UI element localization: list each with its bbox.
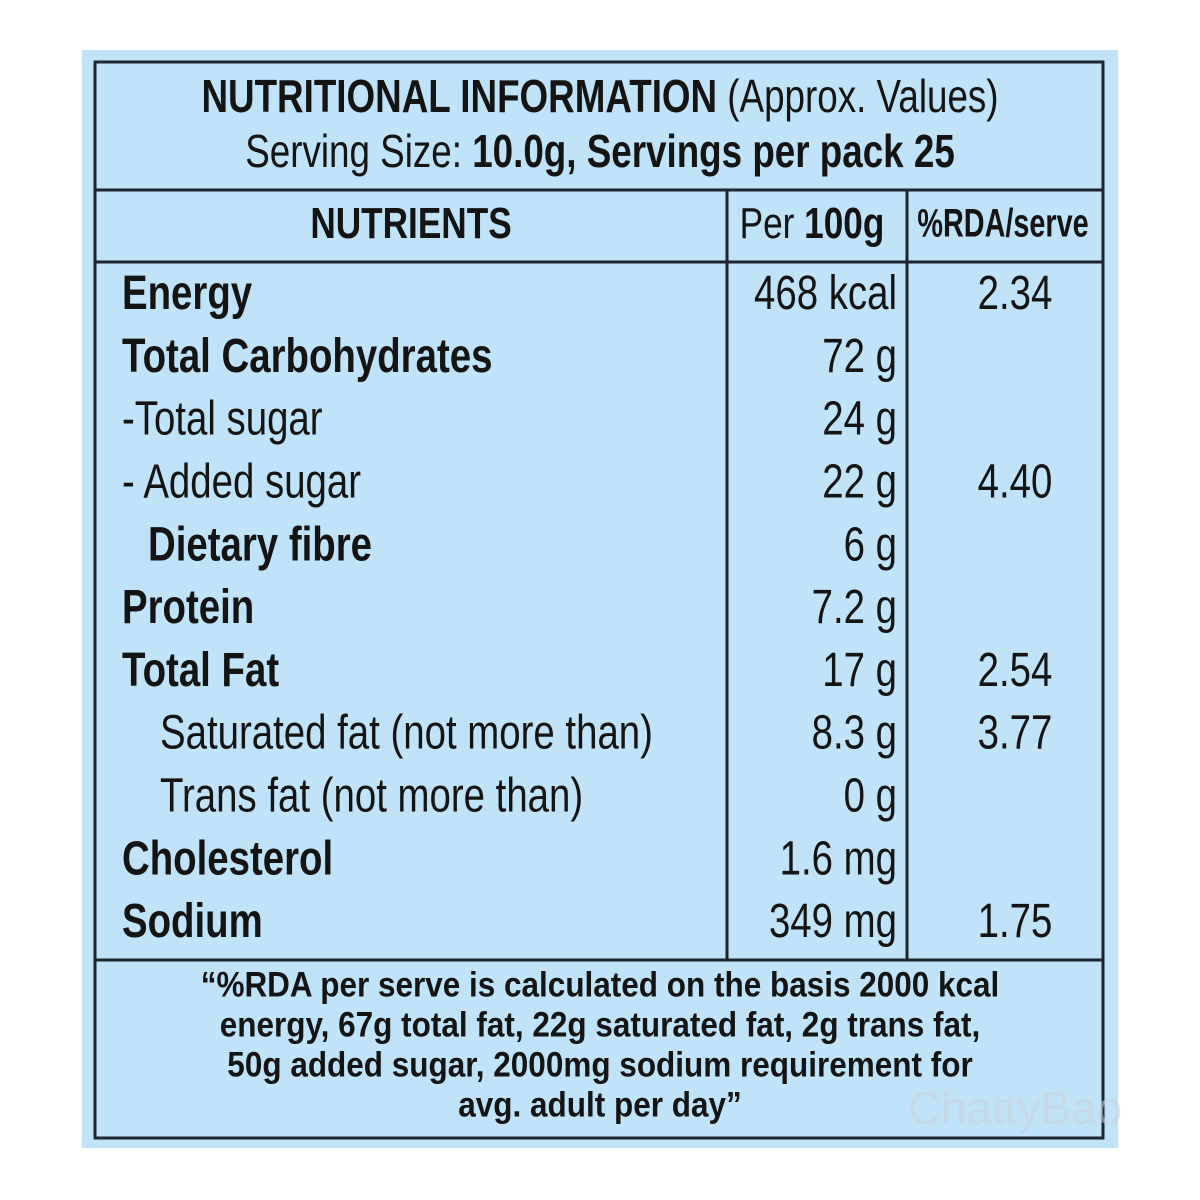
per-100g-part: 17 g bbox=[822, 645, 897, 698]
col-per-part: Per bbox=[740, 199, 795, 248]
per-100g: 17 g bbox=[822, 645, 897, 698]
col-nutrients-part: NUTRIENTS bbox=[310, 199, 511, 248]
nutrient-name-part: Total Carbohydrates bbox=[122, 331, 492, 384]
rda-value: 2.34 bbox=[978, 268, 1053, 321]
footnote-line-part: “%RDA per serve is calculated on the bas… bbox=[201, 966, 1000, 1005]
col-per-part: 100g bbox=[794, 199, 884, 248]
rda-value: 3.77 bbox=[978, 707, 1053, 760]
serving-part: 10.0g, Servings per pack 25 bbox=[462, 125, 955, 177]
rda-value-part: 4.40 bbox=[978, 456, 1053, 509]
col-per: Per 100g bbox=[740, 199, 885, 248]
serving-part: Serving Size: bbox=[245, 125, 462, 177]
per-100g-part: 72 g bbox=[822, 331, 897, 384]
per-100g-part: 349 mg bbox=[769, 896, 897, 949]
col-nutrients: NUTRIENTS bbox=[310, 199, 511, 248]
per-100g-part: 6 g bbox=[844, 519, 897, 572]
footnote-line-part: energy, 67g total fat, 22g saturated fat… bbox=[220, 1006, 981, 1045]
serving: Serving Size: 10.0g, Servings per pack 2… bbox=[245, 125, 955, 177]
per-100g: 349 mg bbox=[769, 896, 897, 949]
title-part: (Approx. Values) bbox=[717, 70, 998, 122]
per-100g-part: 22 g bbox=[822, 456, 897, 509]
nutrient-name: Cholesterol bbox=[122, 833, 333, 886]
per-100g: 24 g bbox=[822, 393, 897, 446]
rda-value-part: 3.77 bbox=[978, 707, 1053, 760]
per-100g-part: 8.3 g bbox=[812, 707, 897, 760]
nutrient-name: - Added sugar bbox=[122, 456, 361, 509]
per-100g-part: 7.2 g bbox=[812, 582, 897, 635]
per-100g: 7.2 g bbox=[812, 582, 897, 635]
rda-value-part: 2.54 bbox=[978, 645, 1053, 698]
per-100g-part: 0 g bbox=[844, 770, 897, 823]
col-rda: %RDA/serve bbox=[917, 201, 1088, 246]
footnote-line-part: 50g added sugar, 2000mg sodium requireme… bbox=[227, 1046, 972, 1085]
footnote-line: energy, 67g total fat, 22g saturated fat… bbox=[220, 1006, 981, 1045]
title-part: NUTRITIONAL INFORMATION bbox=[201, 70, 717, 122]
col-rda-part: %RDA/serve bbox=[917, 201, 1088, 246]
per-100g-part: 468 kcal bbox=[754, 268, 897, 321]
nutrient-name: Protein bbox=[122, 582, 254, 635]
nutrient-name-part: -Total sugar bbox=[122, 393, 323, 446]
per-100g-part: 24 g bbox=[822, 393, 897, 446]
per-100g: 8.3 g bbox=[812, 707, 897, 760]
per-100g: 72 g bbox=[822, 331, 897, 384]
rda-value: 1.75 bbox=[978, 896, 1053, 949]
footnote-line-part: avg. adult per day” bbox=[458, 1086, 741, 1125]
footnote-line: 50g added sugar, 2000mg sodium requireme… bbox=[227, 1046, 972, 1085]
nutrient-name: Dietary fibre bbox=[148, 519, 372, 572]
nutrient-name-part: Cholesterol bbox=[122, 833, 333, 886]
nutrient-name-part: Protein bbox=[122, 582, 254, 635]
nutrient-name-part: Dietary fibre bbox=[148, 519, 372, 572]
nutrient-name: Trans fat (not more than) bbox=[160, 770, 583, 823]
rda-value-part: 1.75 bbox=[978, 896, 1053, 949]
nutrient-name-part: Energy bbox=[122, 268, 252, 321]
panel bbox=[82, 50, 1118, 1148]
border bbox=[93, 60, 1105, 1140]
footnote-line: avg. adult per day” bbox=[458, 1086, 741, 1125]
watermark: ChattyBao bbox=[908, 1082, 1123, 1134]
nutrient-name-part: Sodium bbox=[122, 896, 263, 949]
nutrient-name-part: - Added sugar bbox=[122, 456, 361, 509]
nutrient-name: -Total sugar bbox=[122, 393, 323, 446]
nutrient-name: Total Carbohydrates bbox=[122, 331, 492, 384]
per-100g: 0 g bbox=[844, 770, 897, 823]
per-100g-part: 1.6 mg bbox=[780, 833, 897, 886]
nutrient-name: Sodium bbox=[122, 896, 263, 949]
per-100g: 6 g bbox=[844, 519, 897, 572]
rda-value: 2.54 bbox=[978, 645, 1053, 698]
rda-value: 4.40 bbox=[978, 456, 1053, 509]
per-100g: 1.6 mg bbox=[780, 833, 897, 886]
nutrient-name-part: Saturated fat (not more than) bbox=[160, 707, 653, 760]
per-100g: 468 kcal bbox=[754, 268, 897, 321]
nutrient-name: Energy bbox=[122, 268, 252, 321]
nutrient-name: Saturated fat (not more than) bbox=[160, 707, 653, 760]
per-100g: 22 g bbox=[822, 456, 897, 509]
nutrient-name: Total Fat bbox=[122, 645, 279, 698]
rda-value-part: 2.34 bbox=[978, 268, 1053, 321]
nutrient-name-part: Trans fat (not more than) bbox=[160, 770, 583, 823]
title: NUTRITIONAL INFORMATION (Approx. Values) bbox=[201, 70, 998, 122]
footnote-line: “%RDA per serve is calculated on the bas… bbox=[201, 966, 1000, 1005]
nutrient-name-part: Total Fat bbox=[122, 645, 279, 698]
